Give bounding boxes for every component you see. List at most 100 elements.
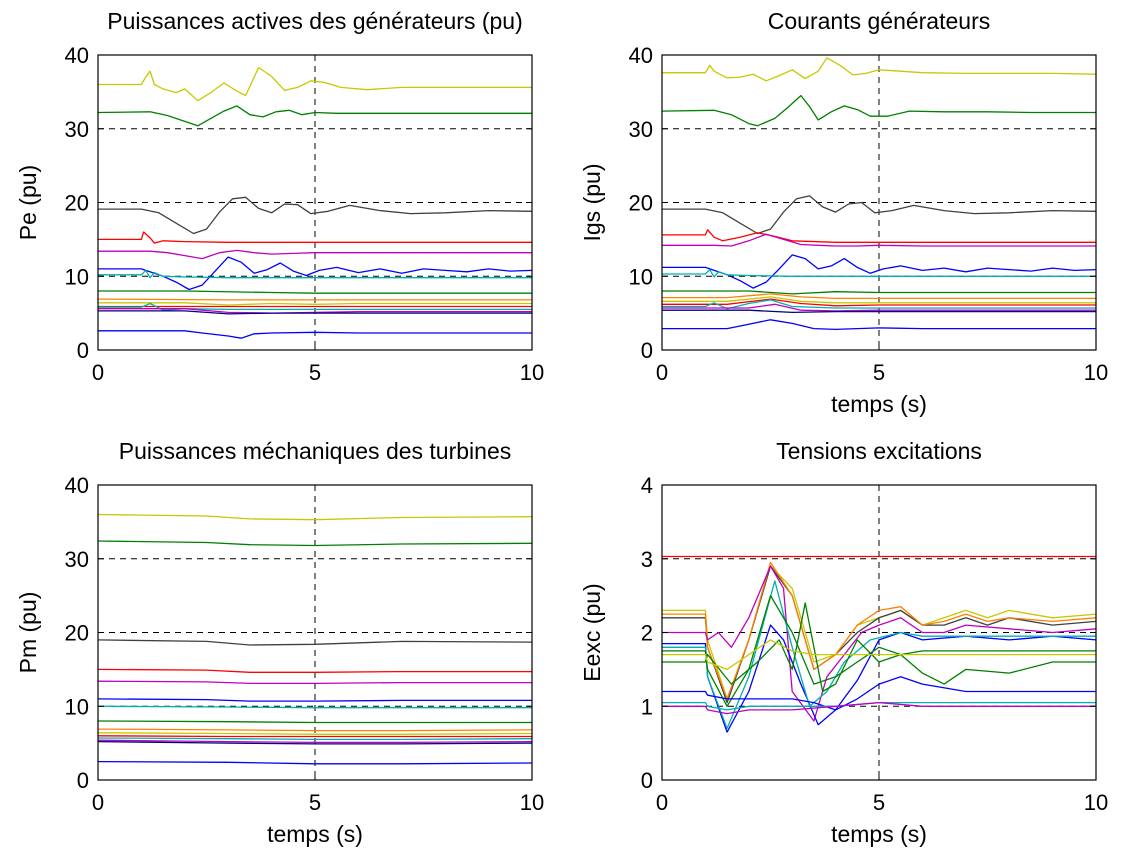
- series-line: [662, 57, 1096, 82]
- series-group: [662, 57, 1096, 331]
- x-axis-label: temps (s): [831, 821, 927, 847]
- x-tick-label: 0: [656, 790, 668, 815]
- series-line: [98, 298, 532, 301]
- series-line: [662, 602, 1096, 693]
- series-line: [662, 195, 1096, 235]
- y-tick-label: 0: [641, 768, 653, 793]
- series-line: [98, 249, 532, 260]
- series-line: [98, 728, 532, 732]
- plot-excitation-voltages: 0 5 10 0 1 2 3 4 Tensions excitations temps (s) Ee…: [579, 438, 1108, 847]
- series-line: [98, 269, 532, 279]
- y-tick-label: 20: [65, 621, 89, 646]
- y-tick-label: 30: [65, 117, 89, 142]
- series-line: [98, 705, 532, 709]
- series-line: [662, 676, 1096, 711]
- series-line: [662, 319, 1096, 331]
- series-line: [98, 513, 532, 521]
- series-line: [662, 303, 1096, 312]
- y-tick-label: 30: [65, 547, 89, 572]
- x-tick-label: 0: [656, 360, 668, 385]
- y-tick-label: 10: [629, 264, 653, 289]
- series-line: [662, 254, 1096, 289]
- x-tick-label: 0: [92, 360, 104, 385]
- series-line: [662, 309, 1096, 314]
- y-axis-label: Pm (pu): [15, 592, 41, 674]
- series-line: [662, 594, 1096, 707]
- series-line: [98, 668, 532, 673]
- y-tick-label: 10: [65, 694, 89, 719]
- y-tick-label: 40: [65, 473, 89, 498]
- series-line: [662, 701, 1096, 715]
- x-tick-label: 5: [309, 360, 321, 385]
- x-tick-label: 10: [520, 790, 544, 815]
- series-line: [98, 302, 532, 311]
- series-line: [98, 256, 532, 291]
- y-tick-label: 20: [629, 191, 653, 216]
- series-line: [98, 680, 532, 685]
- x-axis-label: temps (s): [831, 391, 927, 417]
- series-group: [98, 66, 532, 339]
- series-line: [98, 231, 532, 244]
- x-tick-label: 10: [1084, 360, 1108, 385]
- series-line: [98, 698, 532, 702]
- y-axis-label: Pe (pu): [15, 165, 41, 240]
- y-tick-label: 30: [629, 117, 653, 142]
- y-tick-label: 0: [641, 338, 653, 363]
- series-line: [98, 105, 532, 127]
- series-group: [662, 555, 1096, 733]
- series-line: [98, 310, 532, 315]
- y-tick-label: 10: [65, 264, 89, 289]
- series-line: [98, 739, 532, 744]
- series-line: [662, 268, 1096, 278]
- series-line: [662, 298, 1096, 307]
- series-line: [662, 580, 1096, 730]
- plot-active-power: 0 5 10 0 10 20 30 40 Puissances actives des géné…: [15, 8, 544, 385]
- series-line: [98, 290, 532, 294]
- series-line: [98, 302, 532, 306]
- chart-title: Puissances méchaniques des turbines: [119, 438, 512, 464]
- series-line: [662, 565, 1096, 704]
- series-line: [662, 290, 1096, 295]
- series-line: [662, 296, 1096, 304]
- chart-title: Tensions excitations: [776, 438, 982, 464]
- series-line: [662, 94, 1096, 127]
- y-tick-label: 4: [641, 473, 653, 498]
- series-line: [98, 735, 532, 738]
- series-line: [662, 701, 1096, 711]
- series-line: [98, 540, 532, 547]
- y-tick-label: 1: [641, 694, 653, 719]
- chart-title: Courants générateurs: [768, 8, 990, 34]
- series-line: [662, 565, 1096, 722]
- x-tick-label: 5: [873, 790, 885, 815]
- chart-title: Puissances actives des générateurs (pu): [107, 8, 523, 34]
- x-tick-label: 10: [520, 360, 544, 385]
- series-line: [98, 196, 532, 235]
- x-tick-label: 5: [309, 790, 321, 815]
- y-tick-label: 0: [77, 768, 89, 793]
- series-line: [98, 737, 532, 741]
- x-tick-label: 10: [1084, 790, 1108, 815]
- y-tick-label: 2: [641, 621, 653, 646]
- series-line: [662, 639, 1096, 671]
- series-line: [98, 740, 532, 745]
- y-axis-label: Eexc (pu): [579, 583, 605, 681]
- series-line: [98, 720, 532, 724]
- series-line: [98, 330, 532, 339]
- y-axis-label: Igs (pu): [579, 164, 605, 242]
- x-tick-label: 5: [873, 360, 885, 385]
- plot-generator-currents: 0 5 10 0 10 20 30 40 Courants générateurs temps (…: [579, 8, 1108, 417]
- y-tick-label: 40: [629, 43, 653, 68]
- y-tick-label: 40: [65, 43, 89, 68]
- series-group: [98, 513, 532, 765]
- series-line: [98, 760, 532, 765]
- series-line: [662, 293, 1096, 300]
- x-tick-label: 0: [92, 790, 104, 815]
- series-line: [98, 732, 532, 735]
- y-tick-label: 0: [77, 338, 89, 363]
- y-tick-label: 3: [641, 547, 653, 572]
- series-line: [662, 299, 1096, 310]
- plot-mechanical-power: 0 5 10 0 10 20 30 40 Puissances méchaniques des …: [15, 438, 544, 847]
- series-line: [662, 233, 1096, 247]
- y-tick-label: 20: [65, 191, 89, 216]
